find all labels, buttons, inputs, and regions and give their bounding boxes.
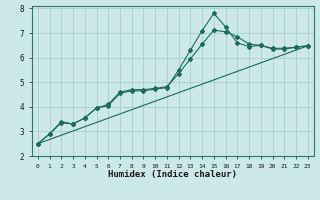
X-axis label: Humidex (Indice chaleur): Humidex (Indice chaleur) xyxy=(108,170,237,179)
